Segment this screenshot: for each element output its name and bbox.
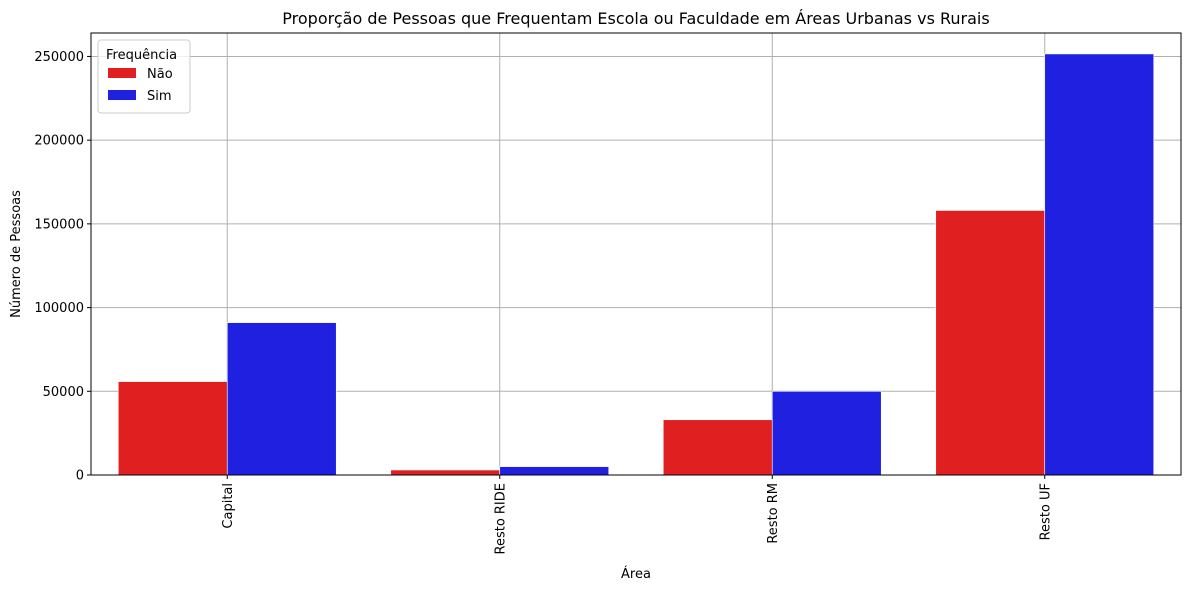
x-tick-label: Resto RM: [766, 483, 781, 544]
x-axis-title: Área: [621, 566, 651, 582]
bar-sim-resto-ride: [499, 466, 610, 476]
bar-n-o-resto-rm: [662, 419, 773, 476]
bar-sim-resto-uf: [1044, 53, 1155, 476]
y-tick-label: 200000: [34, 134, 84, 149]
bar-n-o-capital: [117, 381, 228, 476]
legend-label: Sim: [147, 89, 172, 104]
legend: Frequência Não Sim: [97, 39, 191, 114]
chart-title: Proporção de Pessoas que Frequentam Esco…: [282, 9, 989, 28]
bar-n-o-resto-ride: [390, 469, 501, 476]
y-axis-title: Número de Pessoas: [9, 190, 24, 318]
legend-title: Frequência: [106, 48, 177, 63]
y-tick-label: 0: [76, 469, 84, 484]
legend-swatch: [108, 68, 136, 78]
y-axis: 0 50000 100000 150000 200000 250000: [34, 50, 91, 484]
y-tick-label: 150000: [34, 217, 84, 232]
bar-sim-resto-rm: [771, 390, 882, 476]
bar-n-o-resto-uf: [935, 210, 1046, 476]
legend-label: Não: [147, 67, 173, 82]
y-tick-label: 100000: [34, 301, 84, 316]
bars: [117, 53, 1155, 476]
x-tick-label: Resto UF: [1038, 483, 1053, 540]
y-tick-label: 250000: [34, 50, 84, 65]
bar-sim-capital: [226, 322, 337, 476]
x-tick-label: Capital: [221, 483, 236, 529]
plot-frame: [90, 32, 1182, 476]
x-tick-label: Resto RIDE: [493, 483, 508, 555]
legend-swatch: [108, 90, 136, 100]
x-axis: Capital Resto RIDE Resto RM Resto UF: [221, 475, 1053, 555]
y-tick-label: 50000: [43, 385, 84, 400]
